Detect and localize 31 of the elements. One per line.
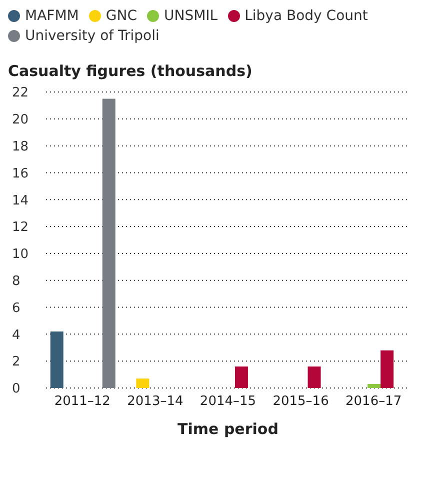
legend-label: GNC xyxy=(104,8,137,24)
legend-label: UNSMIL xyxy=(162,8,218,24)
y-tick-label: 20 xyxy=(12,112,29,128)
bar xyxy=(102,98,116,388)
bar xyxy=(136,378,150,388)
legend-label: MAFMM xyxy=(24,8,79,24)
x-tick-label: 2014–15 xyxy=(200,394,256,410)
bar xyxy=(380,350,394,388)
x-tick-label: 2016–17 xyxy=(346,394,402,410)
y-tick-label: 4 xyxy=(12,328,20,343)
y-axis-title: Casualty figures (thousands) xyxy=(8,62,254,80)
y-tick-label: 22 xyxy=(12,86,29,101)
y-tick-label: 2 xyxy=(12,354,20,370)
bar xyxy=(368,384,381,388)
y-tick-label: 6 xyxy=(12,300,20,316)
legend-label: University of Tripoli xyxy=(24,28,160,44)
y-tick-label: 0 xyxy=(12,382,20,397)
y-tick-label: 8 xyxy=(12,274,20,289)
y-tick-label: 16 xyxy=(12,166,29,182)
y-tick-label: 12 xyxy=(12,220,29,236)
x-tick-label: 2015–16 xyxy=(272,394,329,410)
bar xyxy=(234,366,248,388)
x-tick-label: 2013–14 xyxy=(127,394,184,410)
y-tick-label: 10 xyxy=(12,247,29,262)
x-tick-label: 2011–12 xyxy=(54,394,110,410)
bar xyxy=(308,366,321,388)
y-tick-label: 14 xyxy=(12,193,29,208)
x-axis-title: Time period xyxy=(176,420,280,438)
y-tick-label: 18 xyxy=(12,139,29,154)
bar xyxy=(50,331,64,388)
legend-label: Libya Body Count xyxy=(244,8,369,24)
